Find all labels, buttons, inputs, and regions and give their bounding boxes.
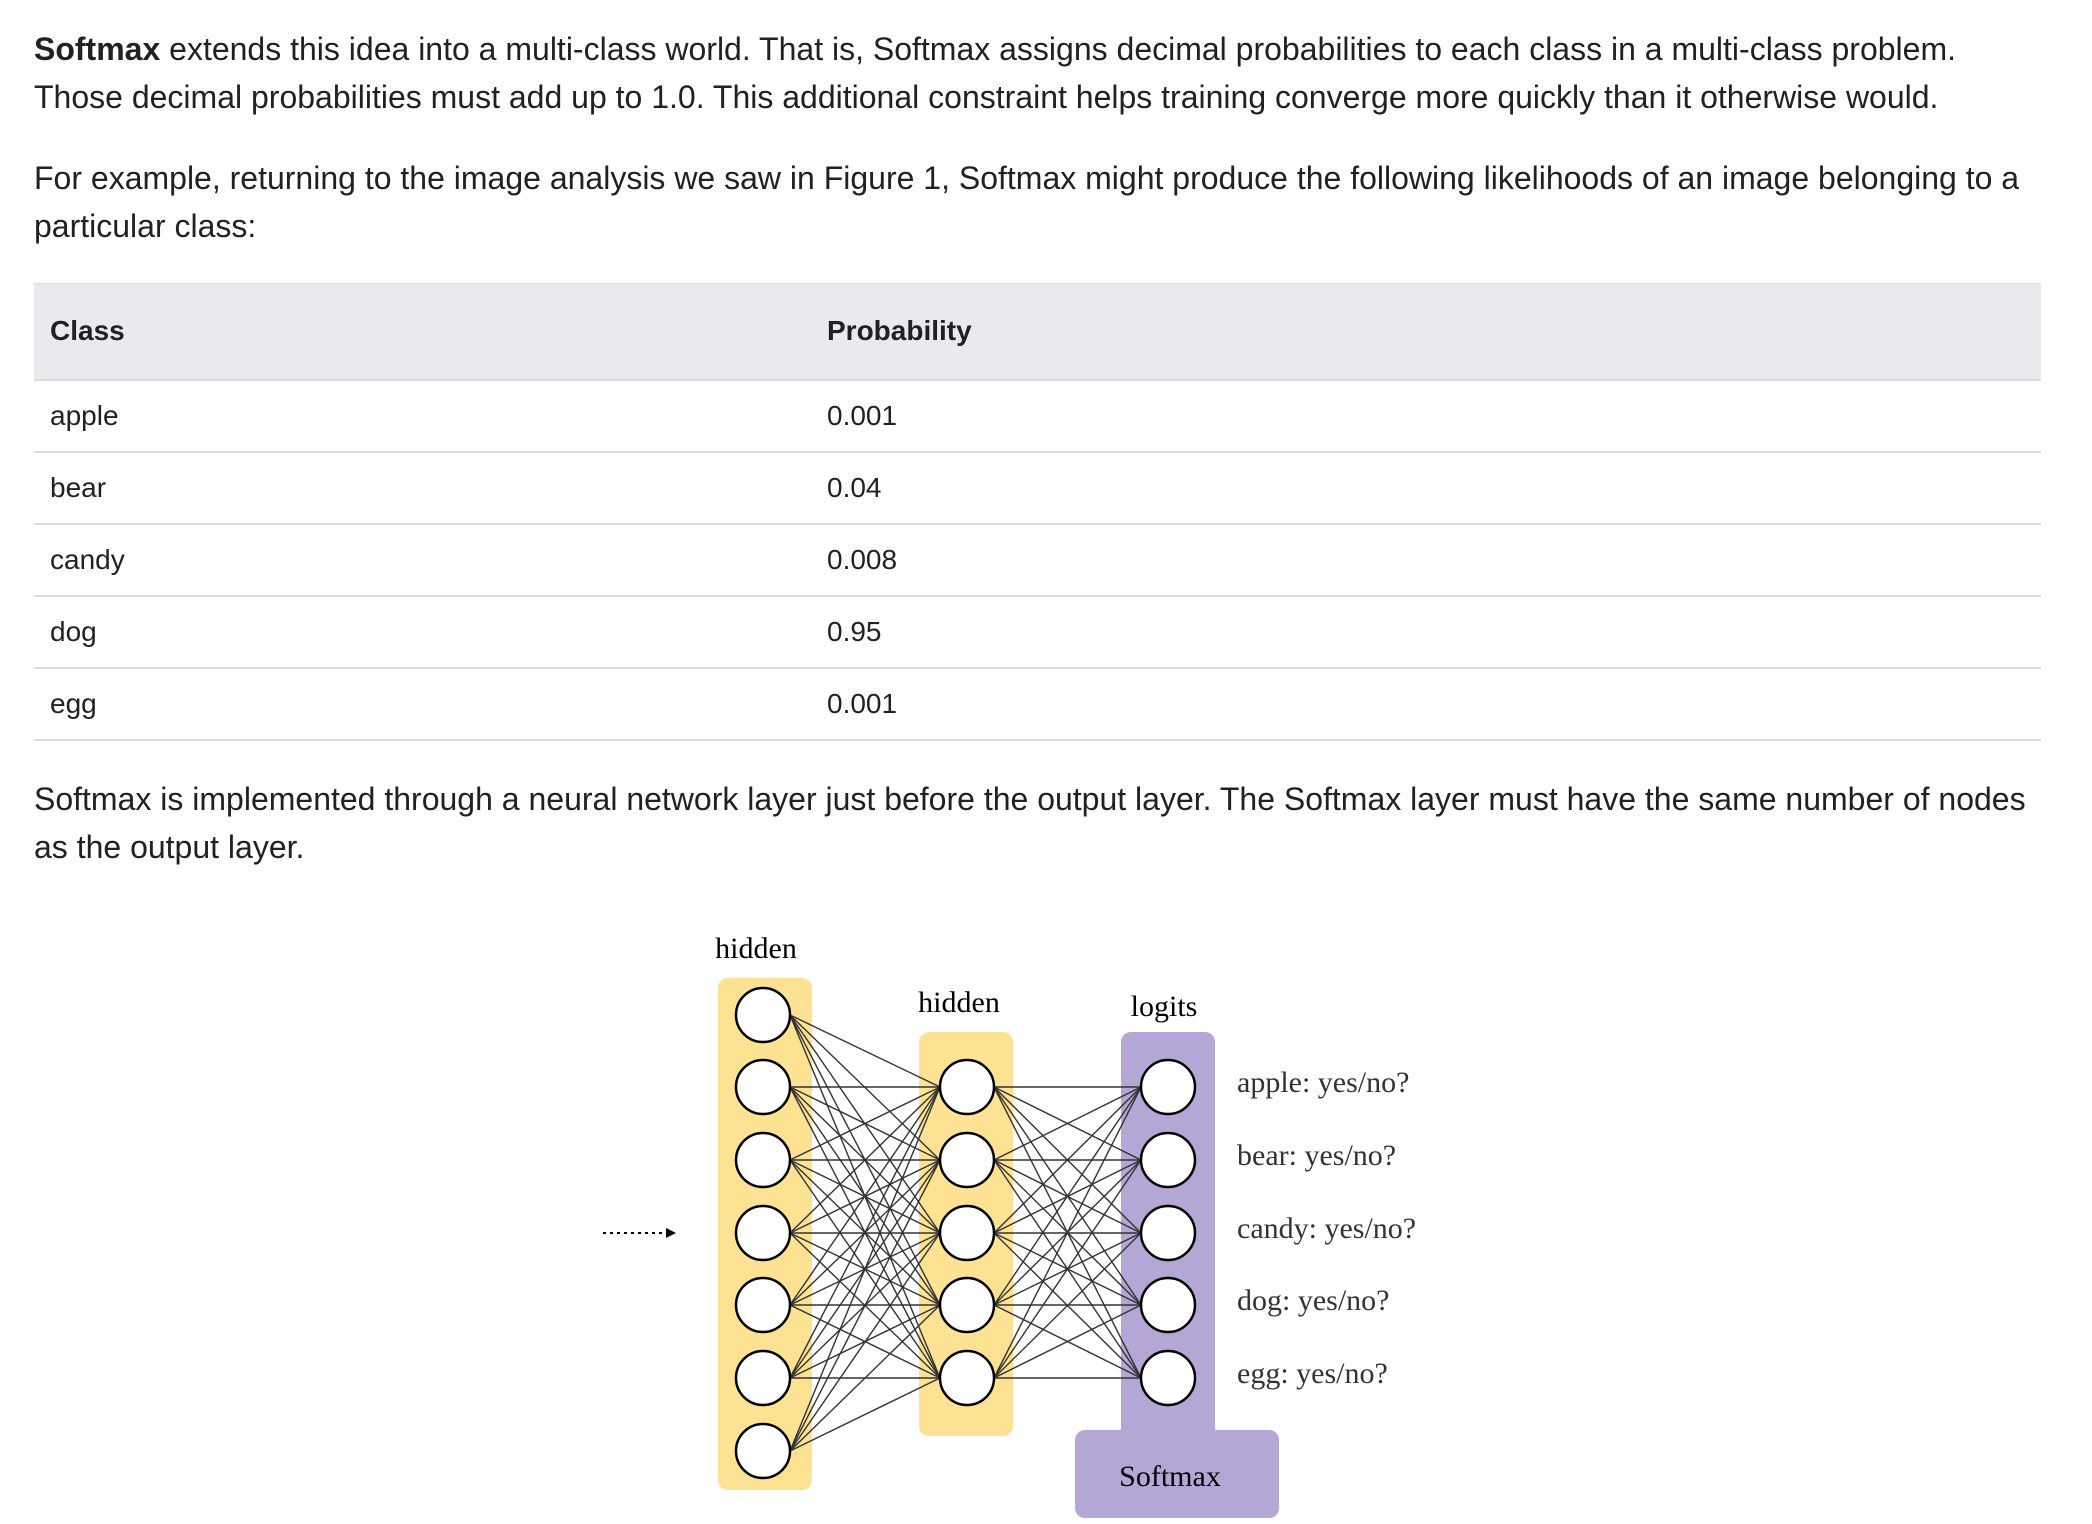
network-edge — [789, 1232, 941, 1452]
table-row: dog 0.95 — [34, 595, 2041, 668]
example-paragraph: For example, returning to the image anal… — [34, 160, 2020, 244]
network-edge — [789, 1086, 941, 1161]
network-edge — [993, 1159, 1142, 1379]
class-cell: dog — [50, 615, 97, 647]
intro-text: extends this idea into a multi-class wor… — [34, 31, 1956, 115]
network-nodes — [734, 986, 1197, 1480]
intro-paragraph: Softmax extends this idea into a multi-c… — [34, 25, 2034, 121]
output-label-bear: bear: yes/no? — [1237, 1139, 1396, 1172]
network-edge — [993, 1086, 1142, 1234]
table-header-row: Class Probability — [34, 283, 2041, 380]
probability-column-header: Probability — [827, 315, 972, 347]
class-cell: apple — [50, 399, 119, 431]
hidden-1-node — [734, 986, 792, 1044]
softmax-box — [1075, 1430, 1279, 1518]
network-edge — [789, 1086, 941, 1234]
logit-node — [1139, 1131, 1197, 1189]
network-edge — [993, 1232, 1142, 1379]
hidden-2-node — [938, 1204, 996, 1262]
hidden-1-node — [734, 1349, 792, 1407]
network-edge — [993, 1086, 1142, 1161]
network-edge — [993, 1086, 1142, 1379]
probability-table: Class Probability apple 0.001 bear 0.04 … — [34, 283, 2041, 741]
logit-node — [1139, 1058, 1197, 1116]
softmax-term: Softmax — [34, 31, 161, 67]
hidden-2-node — [938, 1276, 996, 1334]
hidden-1-node — [734, 1058, 792, 1116]
hidden-2-node — [938, 1058, 996, 1116]
table-row: bear 0.04 — [34, 451, 2041, 524]
network-edge — [789, 1086, 941, 1379]
network-edge — [789, 1014, 941, 1088]
table-row: apple 0.001 — [34, 379, 2041, 452]
output-label-apple: apple: yes/no? — [1237, 1066, 1409, 1099]
network-edges — [789, 1014, 1142, 1452]
network-edge — [789, 1086, 941, 1452]
output-label-egg: egg: yes/no? — [1237, 1357, 1388, 1390]
hidden-1-node — [734, 1204, 792, 1262]
hidden-1-node — [734, 1422, 792, 1480]
network-edge — [993, 1304, 1142, 1379]
implementation-paragraph: Softmax is implemented through a neural … — [34, 781, 2026, 865]
logit-node — [1139, 1204, 1197, 1262]
logits-layer-label: logits — [1131, 990, 1198, 1023]
softmax-label: Softmax — [1119, 1460, 1221, 1493]
output-label-candy: candy: yes/no? — [1237, 1212, 1416, 1245]
hidden-1-node — [734, 1131, 792, 1189]
probability-cell: 0.001 — [827, 687, 898, 719]
network-edge — [993, 1086, 1142, 1306]
class-cell: candy — [50, 543, 125, 575]
hidden-layer-1-label: hidden — [715, 932, 797, 965]
table-row: egg 0.001 — [34, 667, 2041, 740]
input-arrow — [603, 1228, 676, 1238]
probability-cell: 0.95 — [827, 615, 882, 647]
hidden-layer-2-label: hidden — [918, 986, 1000, 1019]
hidden-2-node — [938, 1349, 996, 1407]
probability-cell: 0.04 — [827, 471, 882, 503]
probability-cell: 0.008 — [827, 543, 898, 575]
network-edge — [789, 1304, 941, 1452]
probability-cell: 0.001 — [827, 399, 898, 431]
logit-node — [1139, 1276, 1197, 1334]
network-edge — [789, 1086, 941, 1306]
logit-node — [1139, 1349, 1197, 1407]
class-cell: bear — [50, 471, 107, 503]
table-row: candy 0.008 — [34, 523, 2041, 596]
hidden-2-node — [938, 1131, 996, 1189]
network-edge — [789, 1377, 941, 1452]
class-cell: egg — [50, 687, 97, 719]
network-edge — [789, 1159, 941, 1452]
class-column-header: Class — [50, 315, 125, 347]
hidden-1-node — [734, 1276, 792, 1334]
output-label-dog: dog: yes/no? — [1237, 1284, 1389, 1317]
